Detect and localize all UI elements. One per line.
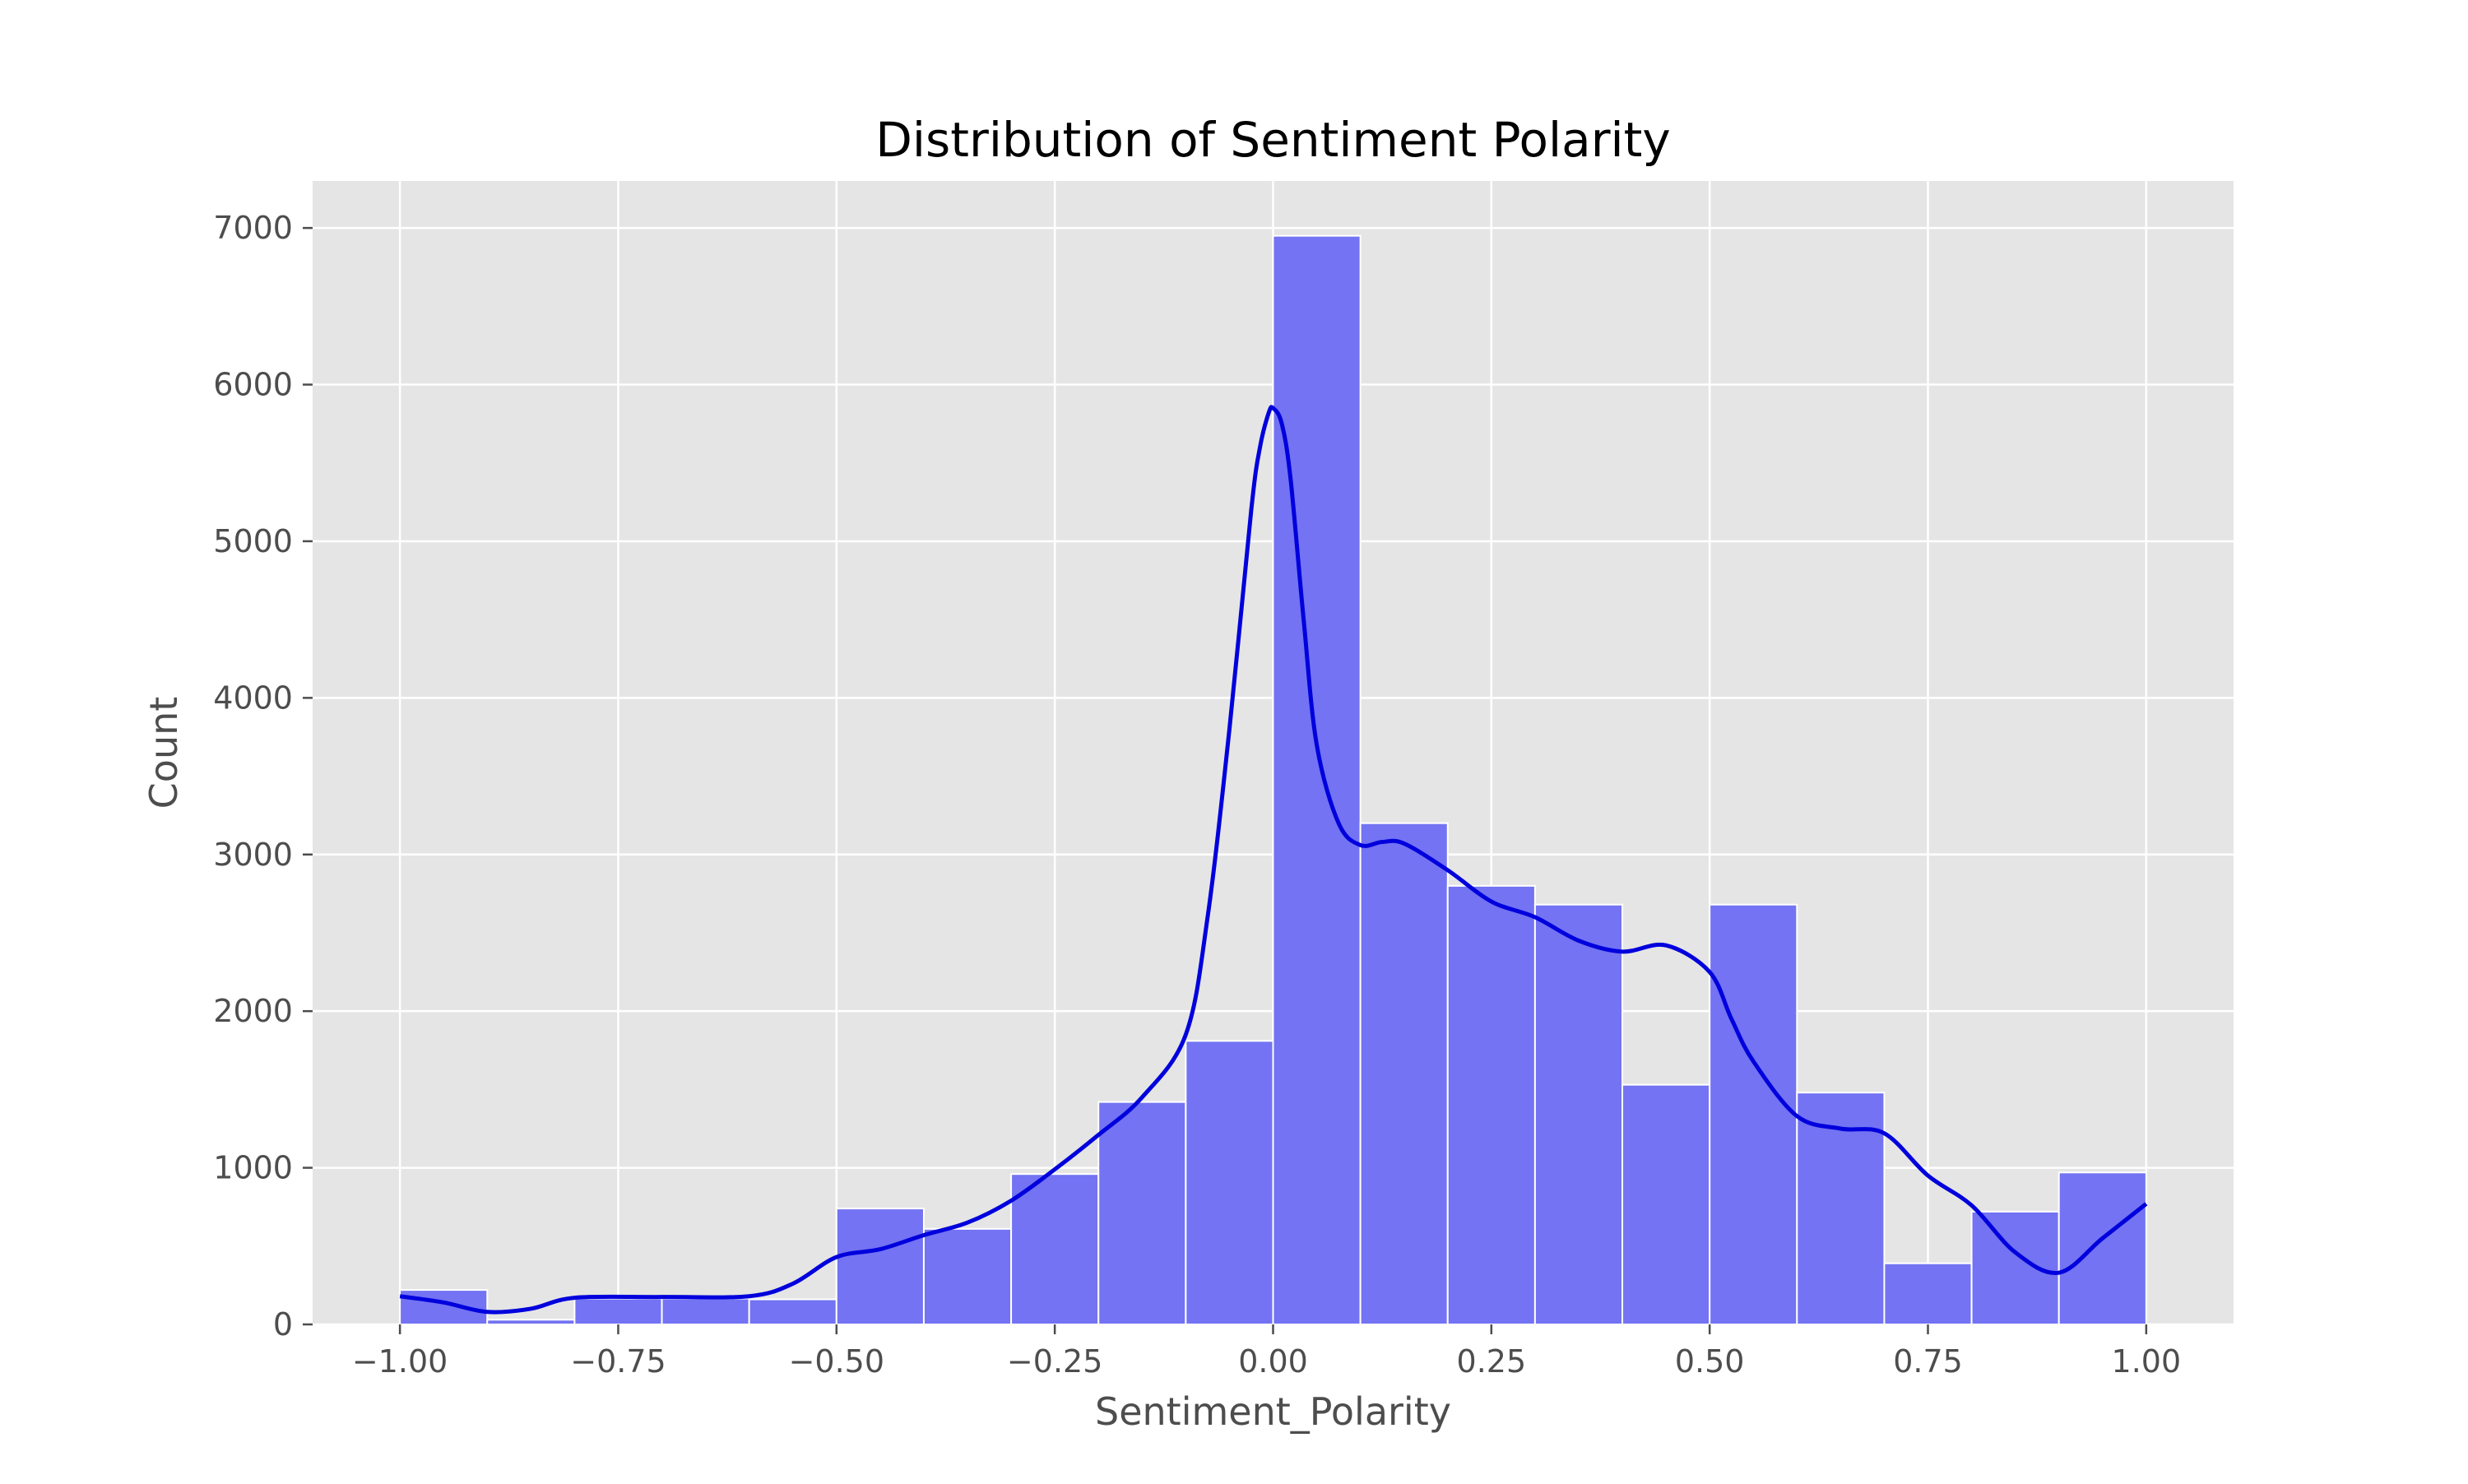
y-tick-label: 3000 xyxy=(213,837,293,873)
histogram-bar xyxy=(748,1298,837,1326)
histogram-bar xyxy=(835,1208,925,1326)
histogram-bar xyxy=(1097,1101,1187,1326)
x-tick-label: −0.75 xyxy=(570,1343,666,1380)
histogram-bar xyxy=(1010,1173,1100,1325)
histogram-bar xyxy=(1533,903,1624,1325)
histogram-bar xyxy=(2057,1171,2147,1326)
histogram-bar xyxy=(573,1297,663,1325)
kde-curve xyxy=(399,405,2148,1315)
histogram-bar xyxy=(661,1297,750,1325)
histogram-bar xyxy=(1446,884,1536,1326)
histogram-bars xyxy=(399,234,2147,1326)
x-tick-label: −1.00 xyxy=(352,1343,448,1380)
x-axis-label: Sentiment_Polarity xyxy=(1095,1389,1451,1434)
histogram-bar xyxy=(1970,1210,2060,1325)
y-axis-ticks: 0 1000 2000 3000 4000 5000 6000 7000 xyxy=(213,210,313,1343)
y-tick-label: 6000 xyxy=(213,367,293,403)
y-tick-label: 5000 xyxy=(213,523,293,559)
histogram-bar xyxy=(1709,903,1798,1325)
histogram-bar xyxy=(1185,1040,1274,1326)
y-tick-label: 2000 xyxy=(213,993,293,1029)
histogram-bar xyxy=(1621,1083,1711,1326)
x-tick-label: 1.00 xyxy=(2112,1343,2182,1380)
x-tick-label: −0.50 xyxy=(789,1343,884,1380)
x-axis-ticks: −1.00 −0.75 −0.50 −0.25 0.00 0.25 0.50 0.75 1.00 xyxy=(352,1324,2181,1380)
histogram-bar xyxy=(922,1227,1013,1326)
chart-title: Distribution of Sentiment Polarity xyxy=(875,112,1670,168)
histogram-bar xyxy=(1272,234,1362,1326)
histogram-bar xyxy=(1883,1262,1973,1326)
x-tick-label: 0.25 xyxy=(1457,1343,1527,1380)
y-tick-label: 1000 xyxy=(213,1150,293,1186)
x-tick-label: 0.50 xyxy=(1675,1343,1745,1380)
x-tick-label: 0.00 xyxy=(1238,1343,1308,1380)
y-axis-label: Count xyxy=(141,697,186,809)
histogram-bar xyxy=(399,1289,489,1326)
x-tick-label: −0.25 xyxy=(1007,1343,1102,1380)
histogram-bar xyxy=(486,1319,576,1326)
y-tick-label: 4000 xyxy=(213,679,293,716)
histogram-bar xyxy=(1359,822,1449,1325)
x-tick-label: 0.75 xyxy=(1893,1343,1963,1380)
y-tick-label: 0 xyxy=(273,1306,293,1343)
y-tick-label: 7000 xyxy=(213,210,293,246)
